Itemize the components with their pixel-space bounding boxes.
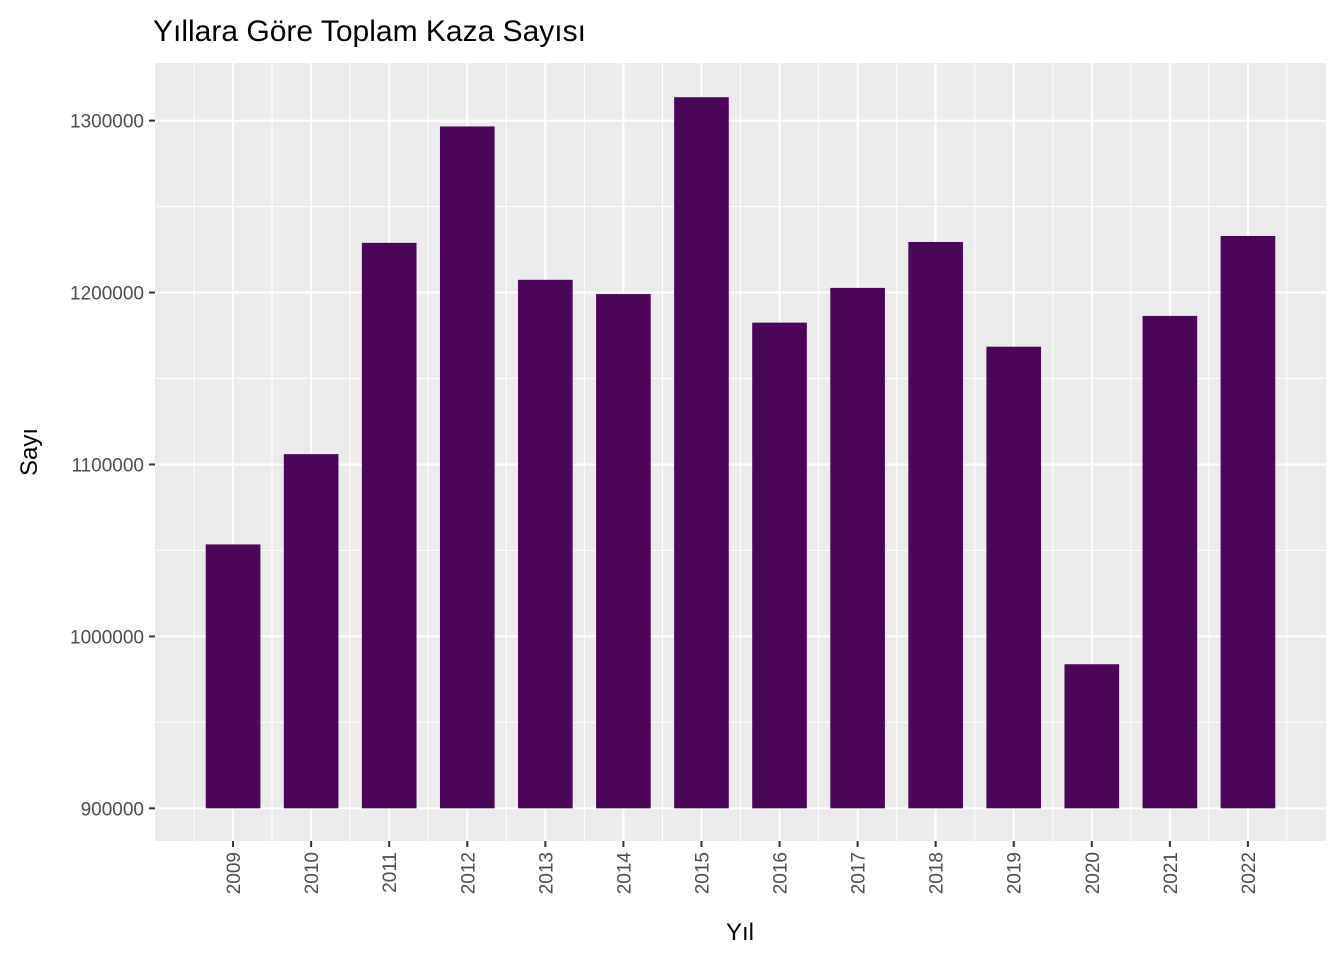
y-tick-label: 1200000 <box>70 284 144 305</box>
y-axis-ticks: 900000 1000000 1100000 1200000 1300000 <box>70 112 155 820</box>
x-axis-title: Yıl <box>726 919 754 946</box>
y-tick-label: 900000 <box>81 799 144 820</box>
x-tick-label: 2012 <box>458 852 479 894</box>
bar-2017 <box>830 287 885 809</box>
y-tick-label: 1000000 <box>70 627 144 648</box>
x-tick-label: 2010 <box>302 852 323 894</box>
x-tick-label: 2021 <box>1161 852 1182 894</box>
bar-2022 <box>1220 235 1276 809</box>
chart-title: Yıllara Göre Toplam Kaza Sayısı <box>153 15 586 48</box>
bars <box>205 97 1276 809</box>
bar-2018 <box>908 241 963 809</box>
x-tick-label: 2019 <box>1005 852 1026 894</box>
bar-2019 <box>986 346 1042 809</box>
minor-gridlines <box>155 63 1326 841</box>
bar-2013 <box>518 279 573 809</box>
x-tick-label: 2015 <box>692 852 713 894</box>
bar-2016 <box>752 322 807 809</box>
bar-2010 <box>283 454 339 809</box>
y-tick-label: 1100000 <box>71 455 144 476</box>
bar-2015 <box>674 97 729 809</box>
y-tick-label: 1300000 <box>70 112 144 133</box>
x-tick-label: 2016 <box>771 852 792 894</box>
x-tick-label: 2017 <box>849 852 870 894</box>
x-tick-label: 2014 <box>614 852 635 895</box>
x-tick-label: 2011 <box>380 852 401 893</box>
bar-2011 <box>361 242 417 809</box>
x-tick-label: 2020 <box>1083 852 1104 894</box>
x-tick-label: 2013 <box>536 852 557 894</box>
bar-2009 <box>205 544 261 809</box>
x-axis-ticks: 2009 2010 2011 2012 2013 2014 2015 2016 2017 2018… <box>224 841 1260 894</box>
x-tick-label: 2009 <box>224 852 245 894</box>
x-tick-label: 2022 <box>1239 852 1260 894</box>
bar-2014 <box>596 294 651 809</box>
bar-2012 <box>439 126 495 809</box>
bar-2021 <box>1142 315 1198 809</box>
bar-2020 <box>1064 664 1120 809</box>
y-axis-title: Sayı <box>16 428 43 476</box>
x-tick-label: 2018 <box>927 852 948 894</box>
